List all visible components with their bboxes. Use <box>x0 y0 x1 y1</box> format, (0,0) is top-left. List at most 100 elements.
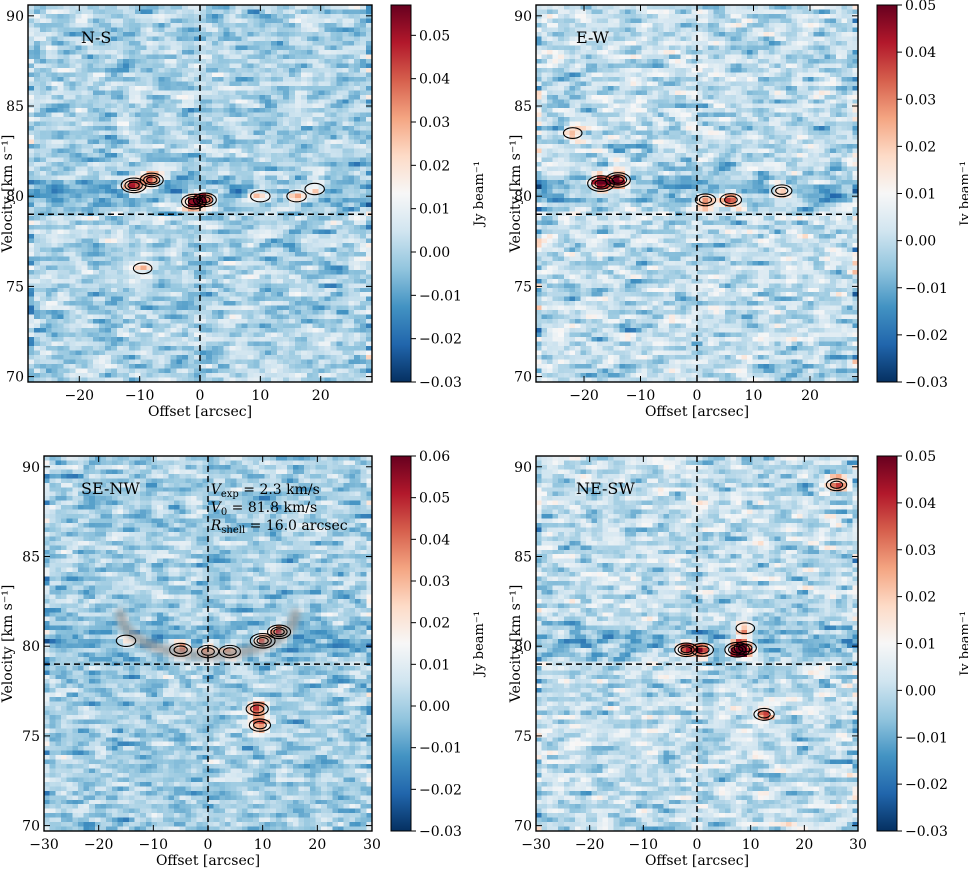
contour-3-1 <box>723 195 738 205</box>
colorbar-tick-label: 0.00 <box>419 245 450 261</box>
colorbar-tick-label: 0.06 <box>419 449 450 465</box>
contour-3-1 <box>253 635 272 647</box>
contour-5-0 <box>286 190 307 203</box>
ytick-label: 75 <box>6 279 24 295</box>
xtick-label: −10 <box>125 388 155 404</box>
contour-2-0 <box>218 644 242 659</box>
xtick-label: 20 <box>308 837 326 853</box>
x-axis-label: Offset [arcsec] <box>148 404 252 420</box>
ytick-label: 75 <box>514 729 532 745</box>
contour-0-0 <box>169 642 193 657</box>
contour-0-1 <box>173 645 188 655</box>
xtick-label: 20 <box>795 837 813 853</box>
annotation-part: = 2.3 km/s <box>239 482 320 498</box>
colorbar-tick-label: 0.01 <box>419 657 450 673</box>
contour-7-0 <box>248 718 272 732</box>
contour-4-1 <box>270 626 288 638</box>
colorbar-tick-label: −0.03 <box>905 375 948 391</box>
xtick-label: −10 <box>139 837 169 853</box>
xtick-label: 0 <box>693 837 702 853</box>
contour-0-2 <box>127 181 140 190</box>
colorbar-tick-label: −0.03 <box>419 375 462 391</box>
contour-2-0 <box>694 193 717 207</box>
ytick-label: 90 <box>514 9 532 25</box>
xtick-label: −10 <box>626 388 656 404</box>
x-axis-label: Offset [arcsec] <box>156 853 260 869</box>
contour-1-1 <box>608 174 628 186</box>
y-axis-label: Velocity [km s⁻¹] <box>0 585 16 704</box>
contour-1-1 <box>143 174 161 186</box>
colorbar-tick-label: −0.01 <box>905 730 948 746</box>
xtick-label: −20 <box>569 388 599 404</box>
v-exp-annotation: Vexp = 2.3 km/s <box>211 482 320 500</box>
colorbar-tick-label: 0.01 <box>905 187 936 203</box>
colorbar-tick-label: 0.04 <box>419 72 450 88</box>
xtick-label: 10 <box>254 837 272 853</box>
colorbar-tick-label: 0.05 <box>905 0 936 14</box>
panel-ew: −20 −10 0 10 20 70 75 80 85 90 Offset [arcsec] Velo… <box>508 0 968 420</box>
ytick-label: 90 <box>6 9 24 25</box>
contour-0-1 <box>124 179 143 192</box>
ytick-label: 75 <box>514 279 532 295</box>
ytick-label: 70 <box>514 370 532 386</box>
colorbar-tick-label: 0.05 <box>419 491 450 507</box>
heatmap-image <box>44 456 372 831</box>
contour-4-0 <box>250 190 271 203</box>
colorbar-tick-label: −0.03 <box>905 824 948 840</box>
contour-5-0 <box>825 478 848 492</box>
ytick-label: 70 <box>514 819 532 835</box>
annotation-part: V <box>211 482 223 498</box>
colorbar-tick-label: 0.04 <box>905 45 936 61</box>
ytick-label: 70 <box>6 370 24 386</box>
colorbar-tick-label: −0.02 <box>419 782 462 798</box>
panel-ns: −20 −10 0 10 20 70 75 80 85 90 Offset [arcsec] Velo… <box>0 4 487 420</box>
colorbar-tick-label: 0.03 <box>419 574 450 590</box>
colorbar-label: Jy beam⁻¹ <box>958 161 968 228</box>
colorbar-tick-label: 0.05 <box>419 28 450 44</box>
contour-5-1 <box>829 480 844 489</box>
ytick-label: 80 <box>514 639 532 655</box>
colorbar-tick-label: 0.02 <box>905 590 936 606</box>
contour-3-0 <box>719 193 743 207</box>
contour-1-2 <box>145 176 158 184</box>
xtick-label: −30 <box>521 837 551 853</box>
contour-1-1 <box>695 645 710 655</box>
contour-6-1 <box>250 704 265 714</box>
contour-4-2 <box>273 628 285 636</box>
ytick-label: 80 <box>514 189 532 205</box>
contour-7-1 <box>253 720 267 730</box>
panel-label: E-W <box>576 28 610 47</box>
colorbar-tick-label: 0.03 <box>905 543 936 559</box>
contour-2-2 <box>731 645 744 654</box>
contour-1-0 <box>604 172 631 188</box>
annotation-part: R <box>210 518 222 534</box>
xtick-label: −30 <box>29 837 59 853</box>
colorbar-tick-label: 0.00 <box>905 683 936 699</box>
colorbar-tick-label: 0.01 <box>419 202 450 218</box>
colorbar-tick-label: 0.03 <box>905 92 936 108</box>
x-axis-label: Offset [arcsec] <box>645 404 749 420</box>
contour-3-0 <box>733 640 757 656</box>
ytick-label: 85 <box>22 549 40 565</box>
colorbar-tick-label: −0.02 <box>419 332 462 348</box>
colorbar-label: Jy beam⁻¹ <box>472 161 487 228</box>
ytick-label: 75 <box>22 729 40 745</box>
colorbar-tick-label: −0.01 <box>419 288 462 304</box>
y-axis-label: Velocity [km s⁻¹] <box>508 135 524 254</box>
xtick-label: 0 <box>196 388 205 404</box>
contour-3-0 <box>249 632 276 649</box>
xtick-label: 10 <box>742 837 760 853</box>
contour-4-0 <box>267 624 292 640</box>
xtick-label: 30 <box>849 837 867 853</box>
colorbar <box>390 4 412 383</box>
colorbar-tick-label: 0.04 <box>419 532 450 548</box>
xtick-label: 10 <box>745 388 763 404</box>
y-axis-label: Velocity [km s⁻¹] <box>508 585 524 704</box>
contour-6-0 <box>304 182 325 196</box>
annotation-part: = 81.8 km/s <box>227 500 317 516</box>
ytick-label: 80 <box>6 189 24 205</box>
heatmap-image <box>536 456 858 831</box>
colorbar <box>876 455 898 832</box>
annotation-part: = 16.0 arcsec <box>245 518 348 534</box>
colorbar-tick-label: −0.01 <box>905 281 948 297</box>
